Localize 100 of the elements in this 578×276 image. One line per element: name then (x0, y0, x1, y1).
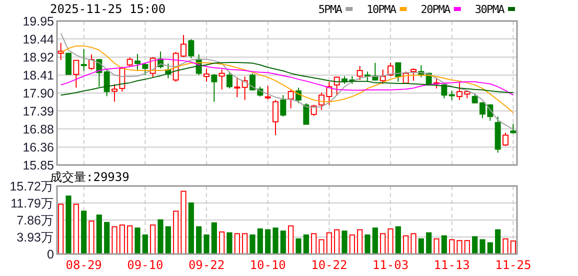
candlestick (356, 65, 363, 81)
candlestick (142, 62, 148, 76)
candlestick (280, 94, 286, 118)
bar (410, 233, 416, 254)
bar (180, 190, 186, 254)
bar (342, 230, 348, 254)
bar (96, 214, 102, 254)
y-tick-label: 7.86万 (16, 214, 54, 228)
bar (219, 231, 225, 254)
bar (464, 240, 470, 254)
bar (510, 240, 516, 254)
bar (372, 228, 378, 254)
bar (173, 210, 179, 254)
candlestick (441, 82, 448, 99)
bar (196, 226, 202, 254)
bar (434, 238, 440, 254)
bar (265, 229, 271, 254)
candlestick (510, 123, 516, 134)
x-tick-label: 11-13 (434, 258, 470, 272)
bar (357, 229, 363, 254)
bar (226, 232, 232, 254)
candlestick (288, 89, 294, 109)
bar (165, 226, 171, 254)
y-tick-label: 15.85 (22, 158, 54, 172)
y-tick-label: 11.79万 (10, 196, 54, 210)
y-tick-label: 3.93万 (16, 230, 54, 244)
y-tick-label: 18.92 (22, 50, 54, 65)
bar (204, 234, 210, 254)
bar (502, 238, 508, 254)
candlestick (264, 85, 271, 100)
chart-title: 2025-11-25 15:00 (50, 2, 166, 16)
candlestick (204, 68, 210, 82)
candlestick (334, 76, 340, 96)
bar (88, 220, 94, 254)
bar (150, 224, 156, 254)
y-tick-label: 17.39 (22, 104, 54, 118)
bar (272, 228, 278, 254)
bar (395, 226, 401, 254)
bar (364, 234, 370, 254)
bar (480, 239, 486, 254)
bar (418, 238, 424, 254)
bar (456, 240, 462, 254)
legend-label: 30PMA (474, 3, 506, 16)
x-tick-label: 10-22 (311, 258, 348, 272)
bar (296, 238, 302, 254)
bar (81, 210, 87, 254)
candlestick (218, 68, 225, 90)
bar (112, 226, 118, 254)
y-tick-label: 16.36 (22, 140, 54, 155)
legend-label: 20PMA (420, 3, 452, 16)
x-tick-label: 09-10 (127, 258, 164, 272)
bar (388, 228, 394, 254)
bar (211, 222, 217, 254)
bar (142, 234, 148, 254)
bar (426, 232, 432, 254)
bar (441, 235, 447, 254)
candlestick (58, 42, 64, 60)
y-tick-label: 19.95 (22, 14, 54, 28)
bar (127, 225, 133, 254)
candlestick (272, 100, 278, 136)
bar (119, 224, 125, 254)
y-tick-label: 16.88 (22, 122, 54, 136)
bar (280, 230, 286, 254)
legend-label: 10PMA (366, 3, 397, 16)
candlestick (448, 90, 455, 101)
bar (250, 234, 256, 254)
bar (104, 222, 110, 254)
bar (403, 235, 409, 254)
bar (188, 202, 194, 254)
candlestick (66, 52, 72, 75)
bar (242, 233, 248, 254)
bar (234, 233, 240, 254)
candlestick (502, 132, 508, 147)
candlestick (380, 68, 386, 84)
bar (134, 228, 140, 254)
bar (380, 233, 386, 254)
bar (73, 204, 79, 254)
x-tick-label: 08-29 (66, 258, 102, 272)
candlestick (126, 57, 133, 68)
bar (472, 236, 478, 254)
bar (326, 232, 332, 254)
x-tick-label: 10-10 (250, 258, 286, 272)
bar (495, 229, 501, 254)
candlestick (88, 54, 94, 70)
candlestick (134, 54, 140, 70)
candlestick (388, 62, 394, 77)
bar (257, 228, 263, 254)
candlestick (234, 76, 240, 98)
candlestick (226, 71, 232, 89)
bar (487, 242, 493, 254)
legend-label: 5PMA (318, 3, 343, 16)
x-tick-label: 09-22 (188, 258, 225, 272)
candlestick (104, 69, 110, 97)
bar (58, 204, 64, 254)
bar (311, 233, 317, 254)
candlestick (395, 62, 402, 82)
y-tick-label: 19.44 (22, 32, 54, 46)
bar (449, 239, 455, 254)
candlestick (211, 74, 218, 102)
bar (318, 239, 324, 254)
